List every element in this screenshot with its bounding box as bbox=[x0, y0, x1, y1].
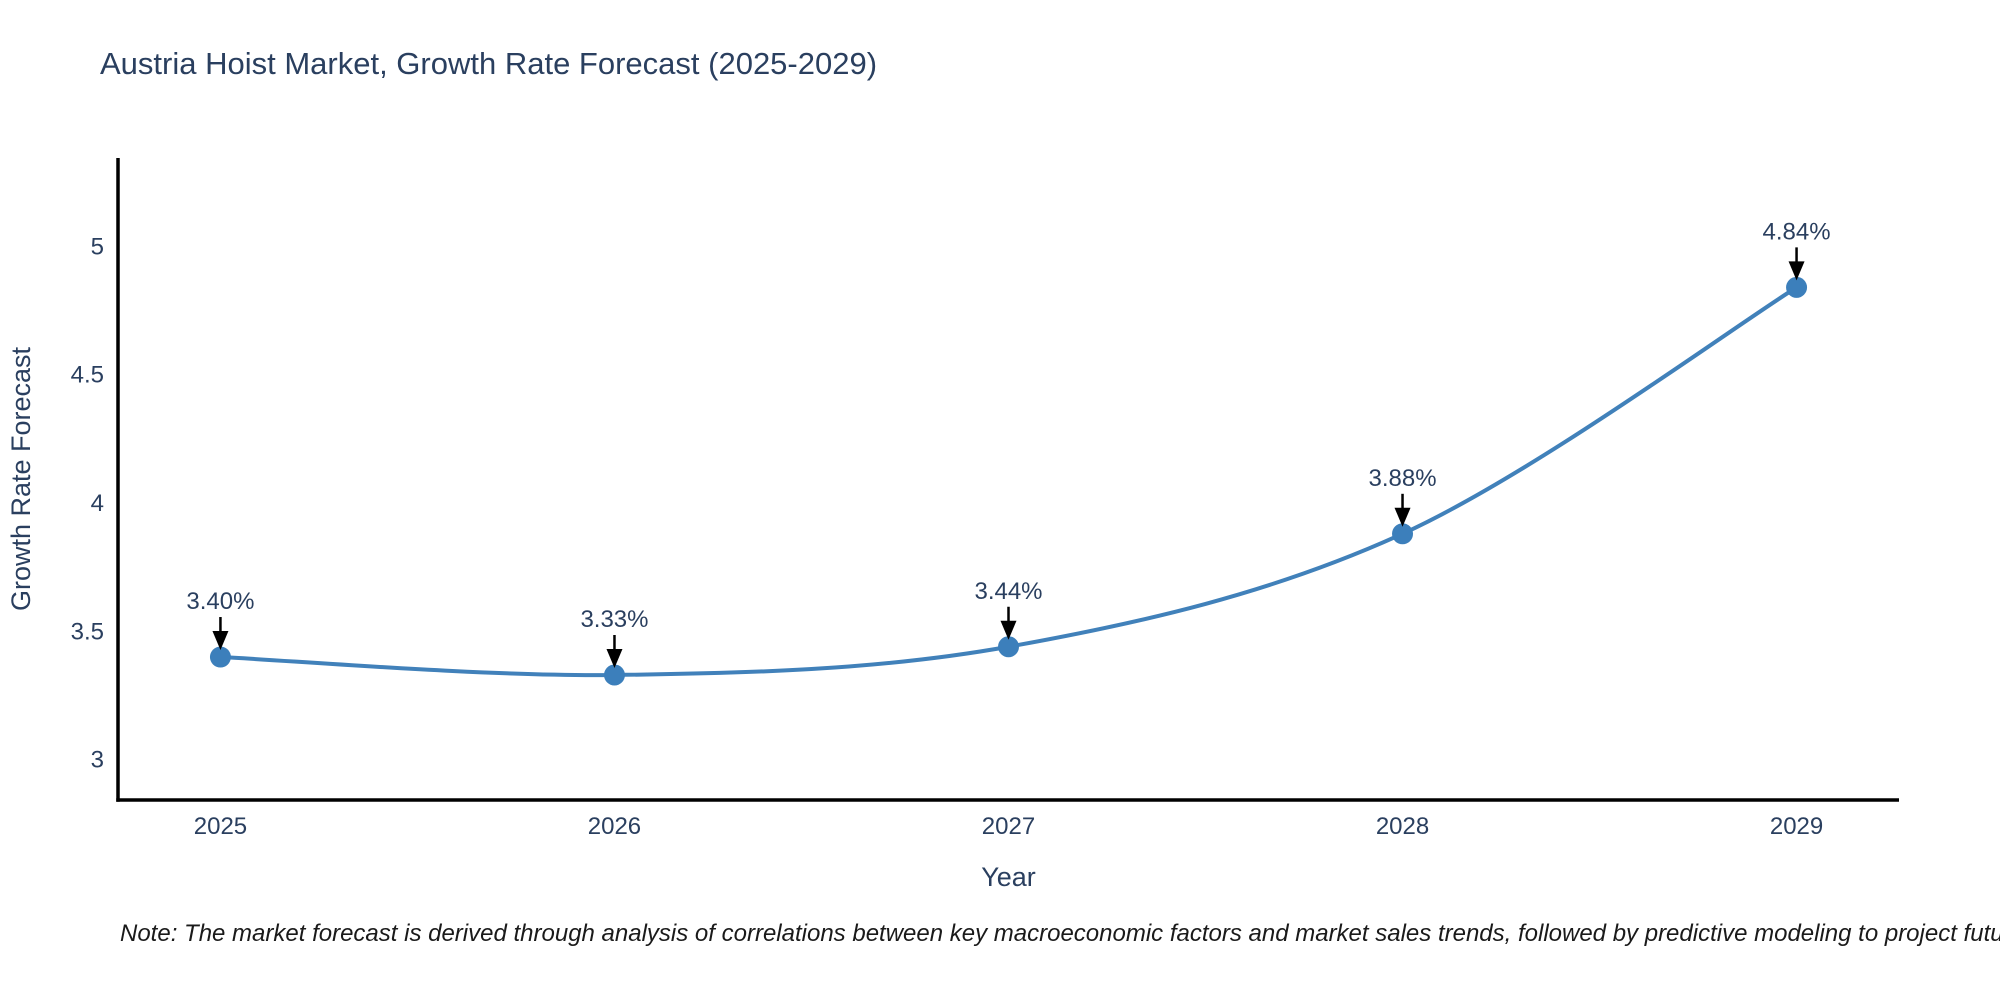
annotation-arrowhead-2026 bbox=[606, 648, 623, 668]
y-tick-label-5: 5 bbox=[91, 233, 104, 260]
y-tick-label-4: 4 bbox=[91, 490, 104, 517]
annotation-arrowhead-2028 bbox=[1394, 507, 1411, 527]
annotation-arrowhead-2027 bbox=[1000, 620, 1017, 640]
x-tick-label-2027: 2027 bbox=[982, 813, 1035, 840]
annotation-label-2025: 3.40% bbox=[186, 588, 254, 615]
data-point-2028 bbox=[1392, 523, 1414, 545]
annotation-arrowhead-2025 bbox=[212, 631, 229, 651]
y-tick-label-3.5: 3.5 bbox=[71, 618, 104, 645]
x-tick-label-2029: 2029 bbox=[1770, 813, 1823, 840]
data-point-2025 bbox=[209, 646, 231, 668]
annotation-label-2029: 4.84% bbox=[1763, 218, 1831, 245]
y-tick-label-3: 3 bbox=[91, 747, 104, 774]
annotation-label-2028: 3.88% bbox=[1368, 465, 1436, 492]
annotation-label-2027: 3.44% bbox=[974, 578, 1042, 605]
x-tick-label-2028: 2028 bbox=[1376, 813, 1429, 840]
y-tick-label-4.5: 4.5 bbox=[71, 362, 104, 389]
chart-footnote: Note: The market forecast is derived thr… bbox=[120, 920, 2000, 947]
chart-title: Austria Hoist Market, Growth Rate Foreca… bbox=[100, 46, 878, 81]
annotation-arrowhead-2029 bbox=[1788, 261, 1805, 281]
x-tick-label-2026: 2026 bbox=[588, 813, 641, 840]
data-point-2026 bbox=[603, 664, 625, 686]
data-point-2029 bbox=[1786, 276, 1808, 298]
annotation-label-2026: 3.33% bbox=[580, 606, 648, 633]
x-tick-label-2025: 2025 bbox=[194, 813, 247, 840]
data-point-2027 bbox=[998, 636, 1019, 658]
y-axis-title: Growth Rate Forecast bbox=[6, 346, 36, 611]
x-axis-title: Year bbox=[981, 862, 1036, 892]
